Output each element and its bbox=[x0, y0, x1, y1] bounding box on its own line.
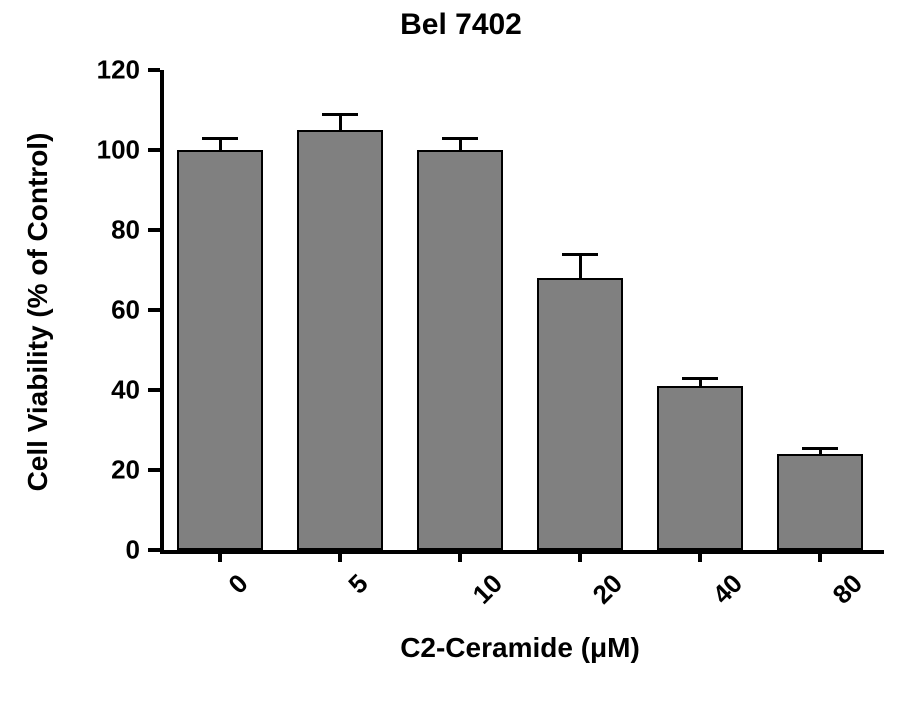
x-tick-label: 5 bbox=[342, 568, 374, 600]
y-tick bbox=[148, 308, 160, 312]
error-bar bbox=[339, 114, 342, 130]
x-tick-label: 80 bbox=[826, 568, 868, 610]
error-cap bbox=[802, 447, 838, 450]
error-cap bbox=[562, 253, 598, 256]
x-tick-label: 40 bbox=[706, 568, 748, 610]
x-tick bbox=[218, 550, 222, 562]
x-axis-label: C2-Ceramide (μM) bbox=[160, 632, 880, 664]
y-axis-label: Cell Viability (% of Control) bbox=[22, 72, 54, 552]
bar bbox=[657, 386, 743, 550]
error-cap bbox=[202, 137, 238, 140]
y-tick bbox=[148, 68, 160, 72]
y-tick-label: 60 bbox=[80, 295, 140, 326]
error-bar bbox=[459, 138, 462, 150]
y-tick-label: 20 bbox=[80, 455, 140, 486]
x-tick bbox=[338, 550, 342, 562]
x-tick bbox=[578, 550, 582, 562]
error-cap bbox=[442, 137, 478, 140]
bar bbox=[537, 278, 623, 550]
y-tick-label: 80 bbox=[80, 215, 140, 246]
error-cap bbox=[682, 377, 718, 380]
bar bbox=[777, 454, 863, 550]
error-bar bbox=[219, 138, 222, 150]
x-tick bbox=[818, 550, 822, 562]
chart-container: Bel 7402 Cell Viability (% of Control) C… bbox=[0, 0, 922, 721]
y-tick bbox=[148, 148, 160, 152]
bar bbox=[297, 130, 383, 550]
bar bbox=[417, 150, 503, 550]
x-tick bbox=[458, 550, 462, 562]
y-tick bbox=[148, 468, 160, 472]
y-tick bbox=[148, 388, 160, 392]
error-bar bbox=[579, 254, 582, 278]
x-tick-label: 10 bbox=[466, 568, 508, 610]
y-tick-label: 40 bbox=[80, 375, 140, 406]
y-tick-label: 120 bbox=[80, 55, 140, 86]
x-tick bbox=[698, 550, 702, 562]
y-tick-label: 0 bbox=[80, 535, 140, 566]
chart-title: Bel 7402 bbox=[0, 8, 922, 42]
plot-area bbox=[160, 70, 884, 554]
y-tick bbox=[148, 228, 160, 232]
y-tick-label: 100 bbox=[80, 135, 140, 166]
y-tick bbox=[148, 548, 160, 552]
x-tick-label: 0 bbox=[222, 568, 254, 600]
bar bbox=[177, 150, 263, 550]
error-cap bbox=[322, 113, 358, 116]
x-tick-label: 20 bbox=[586, 568, 628, 610]
